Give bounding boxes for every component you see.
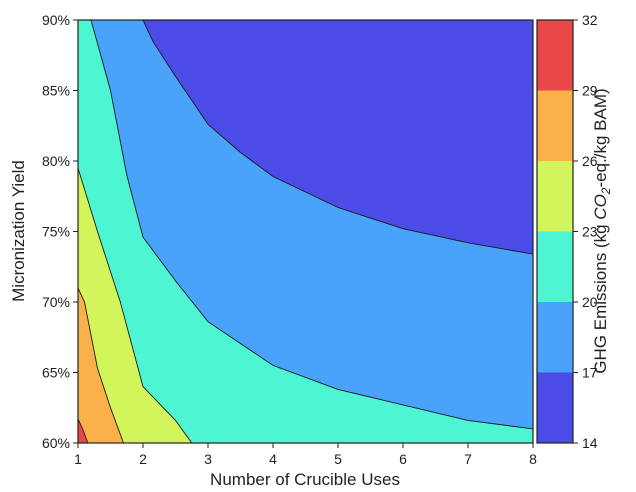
colorbar-tick-label: 29 [582,83,598,99]
x-tick-label: 1 [74,451,82,467]
x-tick-label: 2 [139,451,147,467]
colorbar-label-prefix: GHG Emissions (kg [591,220,610,374]
colorbar-tick-label: 14 [582,435,598,451]
x-tick-label: 8 [529,451,537,467]
contour-line-20 [90,20,533,430]
colorbar-segment-26-29 [537,90,573,161]
colorbar-segment-14-17 [537,372,573,443]
colorbar-segment-17-20 [537,302,573,373]
y-tick-label: 90% [42,12,70,28]
colorbar-segment-29-32 [537,20,573,91]
colorbar-tick-label: 32 [582,12,598,28]
x-tick-label: 7 [464,451,472,467]
y-axis: 60% 65% 70% 75% 80% 85% 90% [42,12,78,451]
colorbar-label-suffix: -eq./kg BAM) [591,88,610,187]
colorbar-tick-label: 26 [582,153,598,169]
contour-line-26 [78,287,124,443]
y-tick-label: 80% [42,153,70,169]
x-axis: 1 2 3 4 5 6 7 8 [74,443,537,467]
colorbar-tick-label: 23 [582,224,598,240]
x-tick-label: 3 [204,451,212,467]
x-tick-label: 6 [399,451,407,467]
region-26-29 [78,287,124,443]
y-tick-label: 60% [42,435,70,451]
colorbar-label-co: CO [591,194,610,220]
x-axis-label: Number of Crucible Uses [210,470,400,489]
colorbar-tick-label: 17 [582,365,598,381]
y-tick-label: 65% [42,365,70,381]
contour-line-17 [142,20,533,255]
colorbar-label-subscript: 2 [599,187,613,195]
region-20-23 [78,20,533,443]
contour-line-23 [78,167,193,443]
region-23-26 [78,168,192,443]
x-tick-label: 5 [334,451,342,467]
colorbar-segment-20-23 [537,231,573,302]
colorbar [536,19,574,444]
colorbar-axis: 14 17 20 23 26 29 32 [573,12,598,451]
contour-line-29 [78,418,89,443]
colorbar-segment-23-26 [537,161,573,232]
y-tick-label: 75% [42,224,70,240]
colorbar-label: GHG Emissions (kg CO2-eq./kg BAM) [591,88,613,373]
colorbar-tick-label: 20 [582,294,598,310]
plot-area [77,19,534,444]
y-tick-label: 70% [42,294,70,310]
y-axis-label: Micronization Yield [9,160,28,302]
x-tick-label: 4 [269,451,277,467]
y-tick-label: 85% [42,83,70,99]
